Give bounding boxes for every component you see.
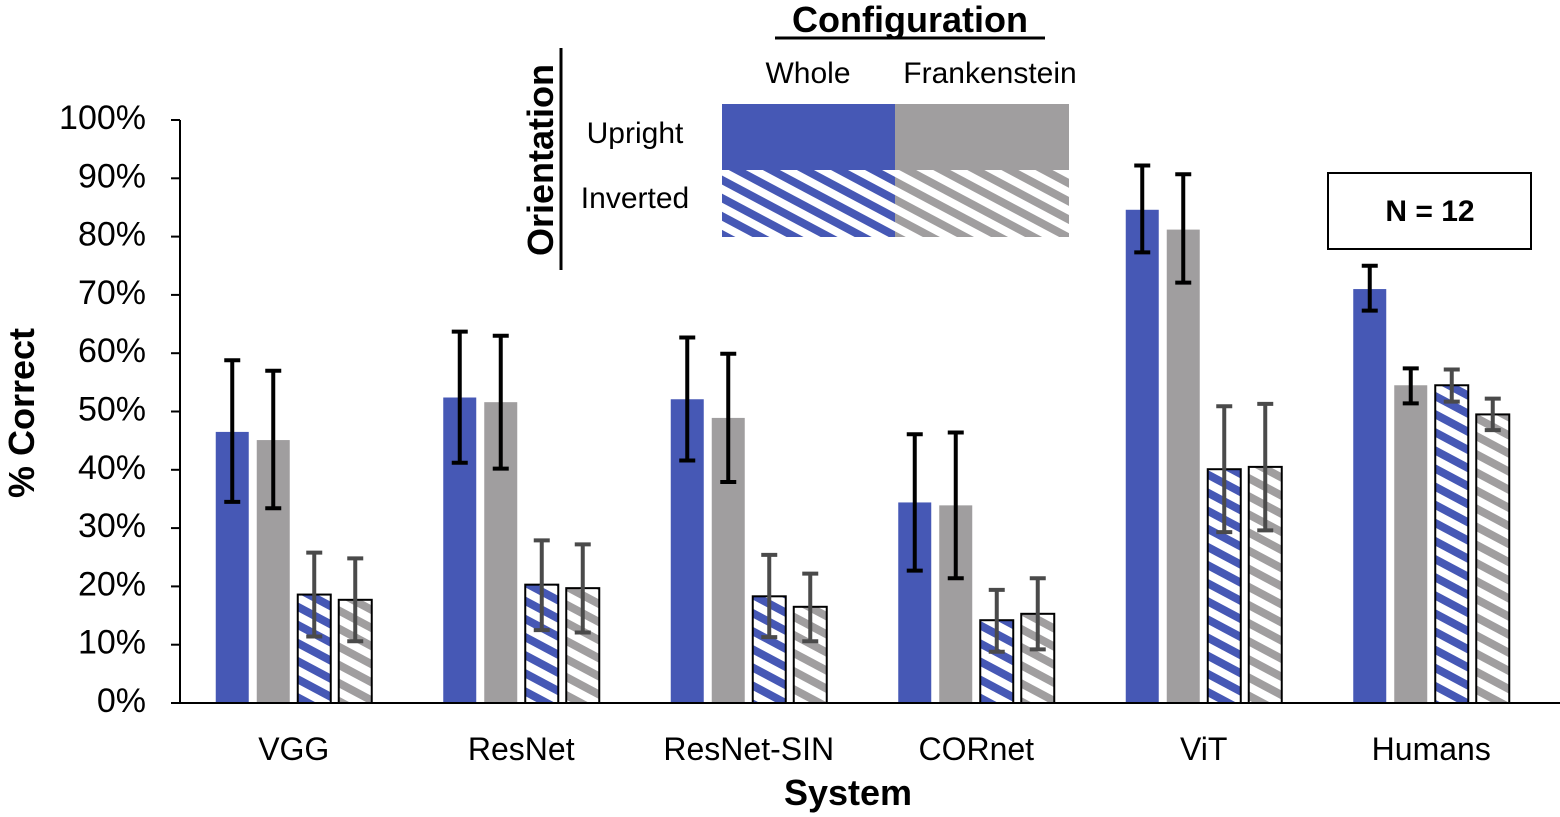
bar-inverted-frankenstein xyxy=(1475,413,1511,704)
y-axis-ticks: 0% 10% 20% 30% 40% 50% 60% 70% 80% 90% 100% xyxy=(59,99,180,720)
legend-row-inverted: Inverted xyxy=(581,182,689,215)
y-tick-label: 60% xyxy=(78,332,146,370)
error-bar xyxy=(679,335,696,463)
legend-side-title: Orientation xyxy=(520,64,561,256)
error-bar xyxy=(451,329,468,465)
error-bar xyxy=(1216,404,1233,535)
sample-size-label: N = 12 xyxy=(1385,195,1474,228)
bar-inverted-frankenstein xyxy=(337,598,373,705)
legend-swatch-inverted-frankenstein xyxy=(895,170,1069,237)
error-bar xyxy=(1175,172,1192,285)
error-bar xyxy=(1484,396,1501,433)
error-bar xyxy=(265,368,282,511)
error-bar xyxy=(492,333,509,471)
error-bar xyxy=(347,556,364,644)
error-bar xyxy=(574,542,591,635)
x-category-label: VGG xyxy=(258,731,329,767)
y-tick-label: 100% xyxy=(59,99,146,137)
error-bar xyxy=(306,550,323,639)
legend-title: Configuration xyxy=(792,0,1028,40)
error-bar xyxy=(1402,366,1419,406)
legend-row-upright: Upright xyxy=(587,117,684,150)
legend-swatch-inverted-whole xyxy=(722,170,895,237)
y-tick-label: 30% xyxy=(78,507,146,545)
x-category-label: ResNet-SIN xyxy=(663,731,834,767)
sample-size-box: N = 12 xyxy=(1327,172,1532,250)
error-bars-layer xyxy=(224,163,1501,654)
bar-upright-frankenstein xyxy=(1166,229,1200,703)
x-axis-title: System xyxy=(784,772,912,813)
bar-upright-whole xyxy=(1125,209,1159,704)
y-tick-label: 50% xyxy=(78,390,146,428)
legend-column-frankenstein: Frankenstein xyxy=(903,57,1076,90)
error-bar xyxy=(1361,263,1378,313)
error-bar xyxy=(720,351,737,485)
error-bar xyxy=(1443,367,1460,404)
legend-swatch-upright-frankenstein xyxy=(895,104,1069,170)
error-bar xyxy=(802,571,819,644)
error-bar xyxy=(224,358,241,504)
error-bar xyxy=(533,538,550,633)
y-axis-title: % Correct xyxy=(1,328,42,498)
bar-upright-whole xyxy=(1353,289,1387,703)
bar-inverted-whole xyxy=(1434,384,1470,704)
bars-layer xyxy=(215,209,1511,705)
y-tick-label: 0% xyxy=(97,682,146,720)
legend: Configuration Orientation Whole Frankens… xyxy=(520,0,1077,270)
error-bar xyxy=(761,552,778,640)
y-tick-label: 40% xyxy=(78,449,146,487)
sample-size-box-frame xyxy=(1327,172,1532,250)
x-category-label: ViT xyxy=(1180,731,1227,767)
y-tick-label: 20% xyxy=(78,565,146,603)
y-tick-label: 80% xyxy=(78,216,146,254)
error-bar xyxy=(947,430,964,581)
y-tick-label: 90% xyxy=(78,157,146,195)
legend-swatch-upright-whole xyxy=(722,104,895,170)
y-tick-label: 10% xyxy=(78,624,146,662)
legend-column-whole: Whole xyxy=(765,57,850,90)
error-bar xyxy=(1257,401,1274,533)
error-bar xyxy=(1029,576,1046,652)
y-tick-label: 70% xyxy=(78,274,146,312)
x-category-label: Humans xyxy=(1372,731,1491,767)
x-category-label: CORnet xyxy=(918,731,1034,767)
x-axis-categories: VGG ResNet ResNet-SIN CORnet ViT Humans xyxy=(258,731,1491,767)
error-bar xyxy=(906,432,923,573)
bar-upright-frankenstein xyxy=(1394,385,1428,703)
x-category-label: ResNet xyxy=(468,731,575,767)
error-bar xyxy=(1134,163,1151,255)
error-bar xyxy=(988,587,1005,654)
